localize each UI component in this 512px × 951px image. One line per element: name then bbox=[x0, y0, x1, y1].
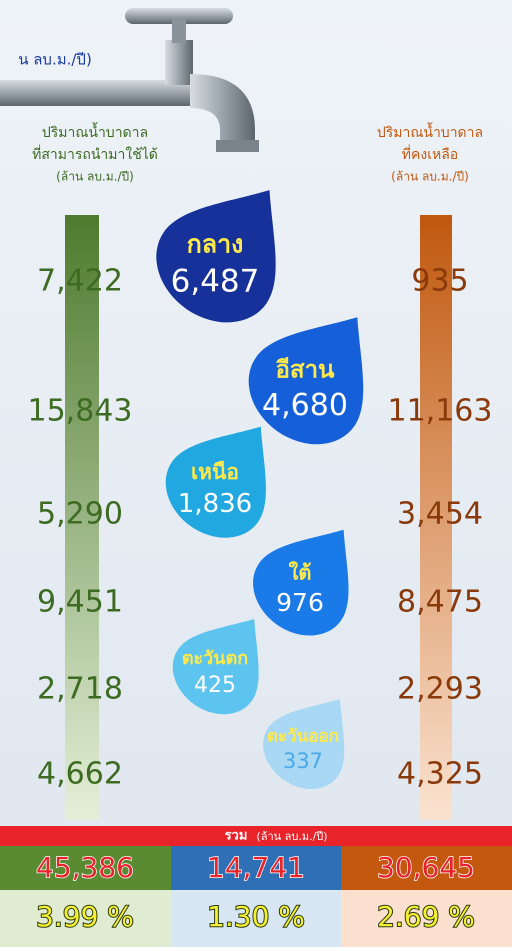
usage-value: 1,836 bbox=[178, 489, 252, 519]
region-name: เหนือ bbox=[191, 460, 239, 484]
available-value: 9,451 bbox=[37, 585, 123, 620]
remaining-value: 11,163 bbox=[388, 394, 493, 429]
total-value: 30,645 bbox=[377, 851, 475, 884]
header-line: ปริมาณน้ำบาดาล bbox=[42, 122, 148, 141]
available-value: 4,662 bbox=[37, 757, 123, 792]
header-line: (ล้าน ลบ.ม./ปี) bbox=[391, 170, 469, 184]
usage-value: 337 bbox=[283, 749, 323, 773]
total-percent: 2.69 % bbox=[377, 900, 475, 933]
available-value: 5,290 bbox=[37, 497, 123, 532]
usage-value: 976 bbox=[276, 588, 324, 617]
remaining-value: 3,454 bbox=[397, 497, 483, 532]
region-name: ตะวันออก bbox=[267, 727, 339, 747]
unit-partial: น ลบ.ม./ปี) bbox=[18, 51, 92, 69]
header-line: ที่คงเหลือ bbox=[402, 145, 458, 163]
region-name: กลาง bbox=[187, 230, 244, 259]
total-percent: 1.30 % bbox=[207, 900, 305, 933]
region-name: ใต้ bbox=[289, 561, 312, 585]
infographic: น ลบ.ม./ปี) ปริมาณน้ำบาดาลที่สามารถนำมาใ… bbox=[0, 0, 512, 947]
total-value: 14,741 bbox=[207, 851, 305, 884]
available-value: 2,718 bbox=[37, 672, 123, 707]
available-value: 15,843 bbox=[28, 394, 133, 429]
total-value: 45,386 bbox=[36, 851, 134, 884]
page: น ลบ.ม./ปี) ปริมาณน้ำบาดาลที่สามารถนำมาใ… bbox=[0, 0, 512, 947]
region-name: ตะวันตก bbox=[182, 648, 248, 669]
usage-value: 425 bbox=[194, 673, 236, 698]
usage-value: 6,487 bbox=[171, 264, 260, 300]
header-line: (ล้าน ลบ.ม./ปี) bbox=[56, 170, 134, 184]
header-line: ปริมาณน้ำบาดาล bbox=[377, 122, 483, 141]
available-value: 7,422 bbox=[37, 264, 123, 299]
remaining-value: 4,325 bbox=[397, 757, 483, 792]
remaining-value: 935 bbox=[411, 264, 468, 299]
header-line: ที่สามารถนำมาใช้ได้ bbox=[32, 145, 158, 163]
total-percent: 3.99 % bbox=[36, 900, 134, 933]
region-name: อีสาน bbox=[276, 355, 336, 383]
remaining-value: 2,293 bbox=[397, 672, 483, 707]
usage-value: 4,680 bbox=[262, 388, 348, 423]
total-label: รวม bbox=[225, 829, 248, 844]
total-unit: (ล้าน ลบ.ม./ปี) bbox=[256, 830, 327, 843]
remaining-value: 8,475 bbox=[397, 585, 483, 620]
